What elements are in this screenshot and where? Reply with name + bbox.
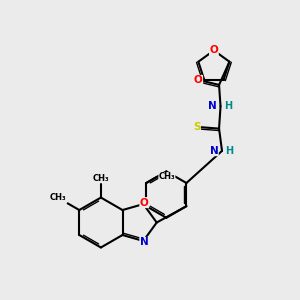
- Text: S: S: [193, 122, 200, 132]
- Text: O: O: [209, 45, 218, 56]
- Text: CH₃: CH₃: [159, 172, 175, 181]
- Text: N: N: [210, 146, 218, 156]
- Text: N: N: [140, 237, 148, 248]
- Text: O: O: [194, 76, 203, 85]
- Text: H: H: [224, 101, 232, 111]
- Text: CH₃: CH₃: [50, 193, 66, 202]
- Text: CH₃: CH₃: [93, 174, 109, 183]
- Text: H: H: [226, 146, 234, 156]
- Text: N: N: [208, 101, 217, 111]
- Text: O: O: [140, 198, 148, 208]
